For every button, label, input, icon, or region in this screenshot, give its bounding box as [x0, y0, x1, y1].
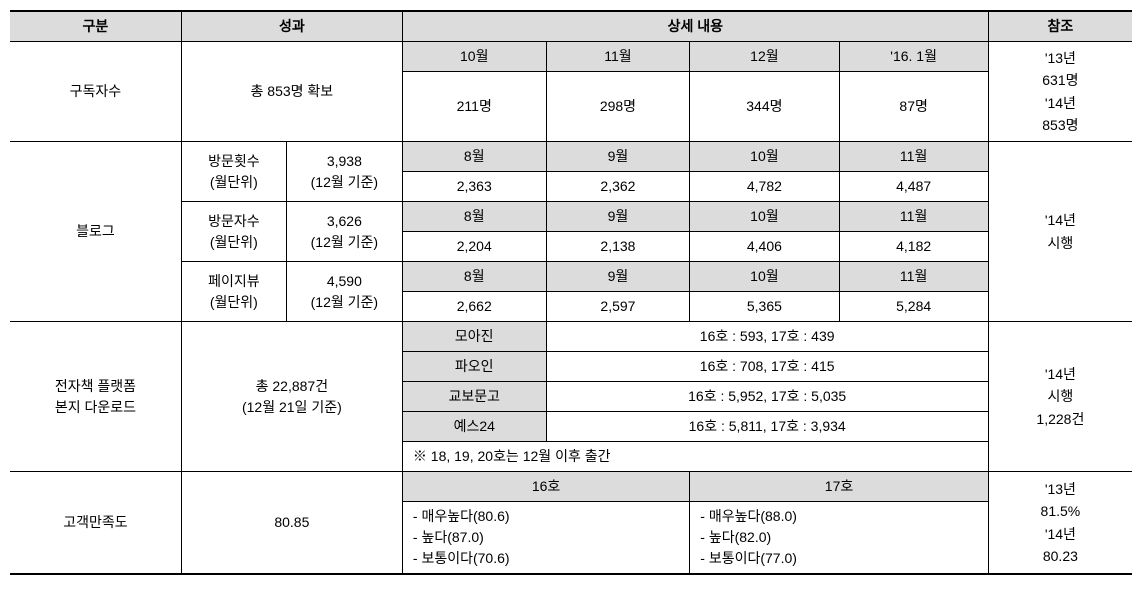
- blog-ref: '14년 시행: [988, 142, 1132, 322]
- data-table: 구분 성과 상세 내용 참조 구독자수 총 853명 확보 10월 11월 12…: [10, 10, 1132, 575]
- ebook-plat-1-name: 파오인: [402, 352, 546, 382]
- blog-m0-month-2: 10월: [690, 142, 839, 172]
- ebook-plat-3-name: 예스24: [402, 412, 546, 442]
- ebook-label: 전자책 플랫폼본지 다운로드: [10, 322, 181, 472]
- ebook-plat-3-data: 16호 : 5,811, 17호 : 3,934: [546, 412, 988, 442]
- ebook-perf: 총 22,887건(12월 21일 기준): [181, 322, 402, 472]
- blog-m0-month-1: 9월: [546, 142, 690, 172]
- blog-m2-month-0: 8월: [402, 262, 546, 292]
- satisfaction-perf: 80.85: [181, 472, 402, 575]
- satisfaction-data-17: - 매우높다(88.0) - 높다(82.0) - 보통이다(77.0): [690, 502, 988, 575]
- subscriber-val-2: 344명: [690, 72, 839, 142]
- blog-m2-val-2: 5,365: [690, 292, 839, 322]
- ebook-note: ※ 18, 19, 20호는 12월 이후 출간: [402, 442, 988, 472]
- blog-m0-month-3: 11월: [839, 142, 988, 172]
- subscriber-val-3: 87명: [839, 72, 988, 142]
- blog-m2-val-0: 2,662: [402, 292, 546, 322]
- blog-metric-1-name: 방문자수(월단위): [181, 202, 286, 262]
- blog-m2-val-1: 2,597: [546, 292, 690, 322]
- satisfaction-data-16: - 매우높다(80.6) - 높다(87.0) - 보통이다(70.6): [402, 502, 689, 575]
- blog-m1-month-1: 9월: [546, 202, 690, 232]
- subscriber-month-0: 10월: [402, 42, 546, 72]
- blog-m1-val-3: 4,182: [839, 232, 988, 262]
- blog-m1-month-2: 10월: [690, 202, 839, 232]
- ebook-plat-0-name: 모아진: [402, 322, 546, 352]
- blog-m2-month-3: 11월: [839, 262, 988, 292]
- subscriber-month-2: 12월: [690, 42, 839, 72]
- header-reference: 참조: [988, 11, 1132, 42]
- blog-m0-val-1: 2,362: [546, 172, 690, 202]
- blog-m0-val-0: 2,363: [402, 172, 546, 202]
- satisfaction-col-17: 17호: [690, 472, 988, 502]
- subscriber-val-1: 298명: [546, 72, 690, 142]
- header-details: 상세 내용: [402, 11, 988, 42]
- blog-m1-val-1: 2,138: [546, 232, 690, 262]
- subscriber-val-0: 211명: [402, 72, 546, 142]
- header-category: 구분: [10, 11, 181, 42]
- blog-m1-month-0: 8월: [402, 202, 546, 232]
- ebook-plat-2-data: 16호 : 5,952, 17호 : 5,035: [546, 382, 988, 412]
- satisfaction-ref: '13년 81.5% '14년 80.23: [988, 472, 1132, 575]
- blog-m0-val-2: 4,782: [690, 172, 839, 202]
- subscriber-perf: 총 853명 확보: [181, 42, 402, 142]
- blog-metric-1-val: 3,626(12월 기준): [286, 202, 402, 262]
- subscriber-ref: '13년 631명 '14년 853명: [988, 42, 1132, 142]
- blog-m2-val-3: 5,284: [839, 292, 988, 322]
- blog-metric-2-name: 페이지뷰(월단위): [181, 262, 286, 322]
- ebook-ref: '14년 시행 1,228건: [988, 322, 1132, 472]
- blog-metric-0-name: 방문횟수(월단위): [181, 142, 286, 202]
- subscriber-month-1: 11월: [546, 42, 690, 72]
- header-performance: 성과: [181, 11, 402, 42]
- blog-m2-month-1: 9월: [546, 262, 690, 292]
- subscriber-month-3: '16. 1월: [839, 42, 988, 72]
- blog-m0-val-3: 4,487: [839, 172, 988, 202]
- blog-metric-2-val: 4,590(12월 기준): [286, 262, 402, 322]
- ebook-plat-2-name: 교보문고: [402, 382, 546, 412]
- ebook-plat-1-data: 16호 : 708, 17호 : 415: [546, 352, 988, 382]
- blog-m0-month-0: 8월: [402, 142, 546, 172]
- blog-m1-month-3: 11월: [839, 202, 988, 232]
- blog-m2-month-2: 10월: [690, 262, 839, 292]
- subscriber-label: 구독자수: [10, 42, 181, 142]
- blog-m1-val-0: 2,204: [402, 232, 546, 262]
- blog-metric-0-val: 3,938(12월 기준): [286, 142, 402, 202]
- blog-label: 블로그: [10, 142, 181, 322]
- satisfaction-label: 고객만족도: [10, 472, 181, 575]
- satisfaction-col-16: 16호: [402, 472, 689, 502]
- blog-m1-val-2: 4,406: [690, 232, 839, 262]
- ebook-plat-0-data: 16호 : 593, 17호 : 439: [546, 322, 988, 352]
